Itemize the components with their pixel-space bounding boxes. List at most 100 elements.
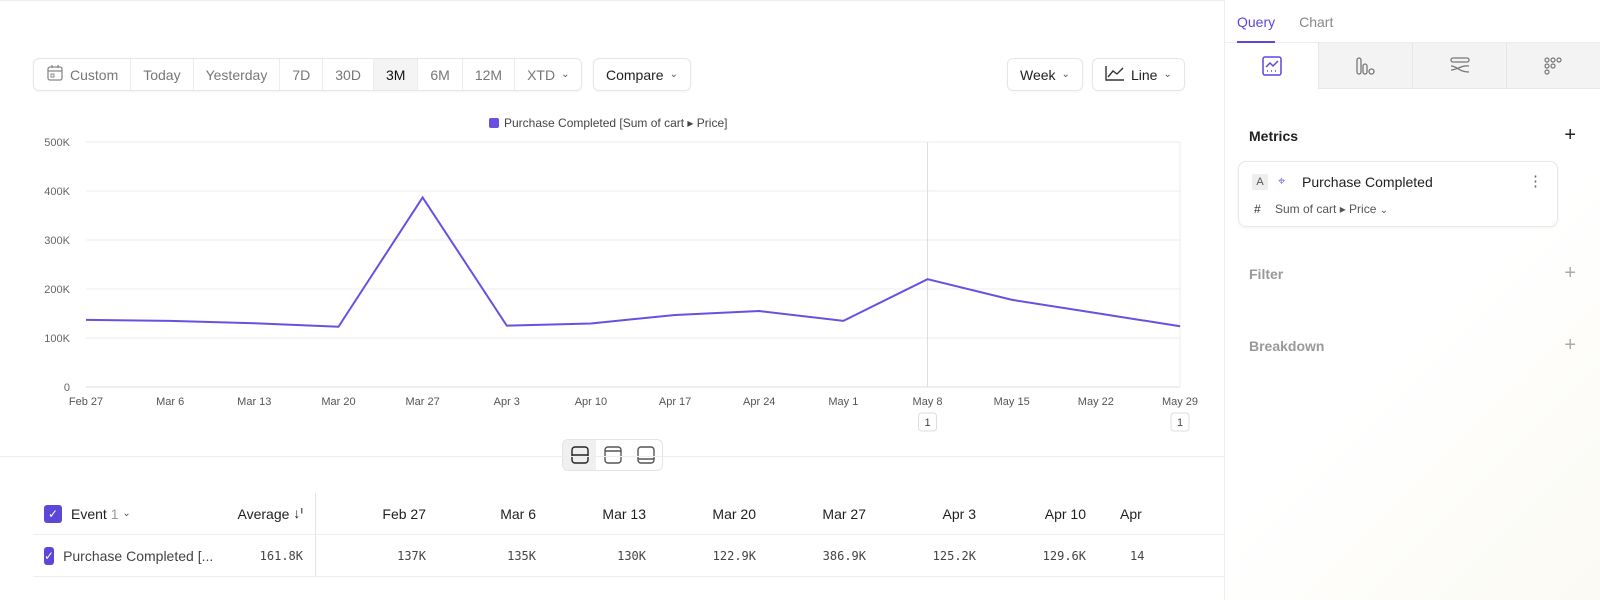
range-30d[interactable]: 30D	[323, 59, 374, 90]
date-header: Apr 10	[1044, 505, 1086, 522]
chevron-down-icon[interactable]: ⌄	[122, 508, 131, 519]
x-tick-label: Mar 20	[321, 396, 355, 408]
range-today[interactable]: Today	[131, 59, 194, 90]
date-header: Mar 27	[822, 505, 866, 522]
range-label: XTD	[527, 66, 556, 83]
date-header: Apr 3	[942, 505, 976, 522]
add-filter-icon[interactable]: +	[1564, 262, 1576, 284]
metric-card[interactable]: A ⌖ Purchase Completed ⋮ # Sum of cart ▸…	[1238, 161, 1558, 227]
add-metric-icon[interactable]: +	[1564, 124, 1576, 146]
chart-type-select[interactable]: Line ⌄	[1092, 58, 1185, 91]
x-tick-label: May 22	[1078, 396, 1114, 408]
range-custom[interactable]: Custom	[34, 59, 132, 90]
measure-select[interactable]: Sum of cart ▸ Price ⌄	[1275, 202, 1388, 216]
x-tick-label: Mar 13	[237, 396, 271, 408]
line-chart: Purchase Completed [Sum of cart ▸ Price]…	[44, 116, 1198, 432]
data-point[interactable]	[841, 319, 845, 323]
y-tick-label: 500K	[44, 137, 70, 149]
x-tick-label: Apr 17	[659, 396, 691, 408]
legend-label: Purchase Completed [Sum of cart ▸ Price]	[504, 116, 727, 130]
hash-icon: #	[1254, 202, 1261, 216]
x-tick-label: Apr 3	[494, 396, 520, 408]
event-name: Purchase Completed [...	[63, 547, 214, 564]
x-tick-label: Mar 27	[405, 396, 439, 408]
range-3m[interactable]: 3M	[373, 59, 419, 90]
range-yesterday[interactable]: Yesterday	[194, 59, 281, 90]
data-point[interactable]	[84, 318, 88, 322]
data-point[interactable]	[1094, 311, 1098, 315]
cell-value: 122.9K	[712, 548, 756, 563]
event-header: Event	[71, 505, 107, 522]
range-xtd[interactable]: XTD ⌄	[515, 59, 581, 90]
retention-icon[interactable]	[1506, 43, 1600, 89]
date-header: Mar 13	[602, 505, 646, 522]
range-6m[interactable]: 6M	[418, 59, 463, 90]
annotation-marker[interactable]	[918, 412, 938, 432]
query-sidebar: Query Chart Metrics + A ⌖ Purchase Comple…	[1224, 0, 1600, 600]
average-value: 161.8K	[183, 535, 316, 576]
series-line	[85, 195, 1181, 328]
data-point[interactable]	[673, 313, 677, 317]
cell-value: 130K	[617, 548, 646, 563]
data-point[interactable]	[336, 325, 340, 329]
event-count: 1	[110, 505, 119, 522]
funnels-icon[interactable]	[1318, 43, 1412, 89]
layout-split-button[interactable]	[563, 440, 596, 470]
interval-label: Week	[1020, 66, 1056, 83]
main-panel: Custom Today Yesterday 7D 30D 3M 6M 12M …	[0, 0, 1224, 577]
sort-icon[interactable]: ↓ᑊ	[293, 505, 303, 521]
line-chart-icon	[1105, 65, 1125, 84]
insights-icon[interactable]	[1225, 43, 1318, 89]
date-header: Mar 6	[500, 505, 536, 522]
average-header[interactable]: Average	[237, 505, 290, 522]
layout-table-only-button[interactable]	[629, 440, 662, 470]
range-7d[interactable]: 7D	[280, 59, 324, 90]
measure-label: Sum of cart ▸ Price	[1275, 202, 1377, 216]
layout-toggle	[562, 439, 663, 471]
data-point[interactable]	[589, 321, 593, 325]
data-point[interactable]	[168, 319, 172, 323]
data-point[interactable]	[252, 321, 256, 325]
compare-button[interactable]: Compare ⌄	[593, 58, 691, 91]
breakdown-section: Breakdown +	[1249, 334, 1576, 357]
range-12m[interactable]: 12M	[463, 59, 516, 90]
date-header: Feb 27	[382, 505, 426, 522]
filter-section: Filter +	[1249, 262, 1576, 285]
data-point[interactable]	[421, 195, 425, 199]
table-header: ✓ Event 1 ⌄ Average ↓ᑊ Feb 27 Mar 6 Mar 1…	[33, 493, 1224, 535]
more-options-icon[interactable]: ⋮	[1528, 173, 1543, 190]
cell-value: 125.2K	[932, 548, 976, 563]
date-range-selector: Custom Today Yesterday 7D 30D 3M 6M 12M …	[33, 58, 583, 91]
x-tick-label: May 1	[828, 396, 858, 408]
row-checkbox[interactable]: ✓	[44, 546, 55, 565]
cell-value: 129.6K	[1042, 548, 1086, 563]
tab-query[interactable]: Query	[1237, 14, 1276, 43]
x-tick-label: Feb 27	[69, 396, 103, 408]
data-point[interactable]	[505, 324, 509, 328]
tab-chart[interactable]: Chart	[1299, 14, 1334, 30]
select-all-checkbox[interactable]: ✓	[44, 504, 62, 523]
metric-name[interactable]: Purchase Completed	[1302, 174, 1433, 190]
cell-value: 135K	[507, 548, 536, 563]
x-tick-label: May 29	[1162, 396, 1198, 408]
metrics-heading: Metrics	[1249, 127, 1299, 144]
data-point[interactable]	[926, 277, 930, 281]
flows-icon[interactable]	[1412, 43, 1506, 89]
range-label: Custom	[70, 66, 119, 83]
interval-select[interactable]: Week ⌄	[1007, 58, 1083, 91]
x-tick-label: May 15	[994, 396, 1030, 408]
legend-swatch	[489, 118, 499, 128]
annotation-marker[interactable]	[1170, 412, 1190, 432]
data-point[interactable]	[1010, 298, 1014, 302]
add-breakdown-icon[interactable]: +	[1564, 334, 1576, 356]
layout-chart-only-button[interactable]	[596, 440, 629, 470]
metric-letter-badge: A	[1252, 174, 1268, 190]
x-tick-label: May 8	[913, 396, 943, 408]
data-table: ✓ Event 1 ⌄ Average ↓ᑊ Feb 27 Mar 6 Mar 1…	[33, 493, 1224, 577]
x-tick-label: Apr 24	[743, 396, 775, 408]
y-tick-label: 400K	[44, 186, 70, 198]
data-point[interactable]	[1178, 324, 1182, 328]
y-tick-label: 300K	[44, 235, 70, 247]
filter-heading: Filter	[1249, 265, 1284, 282]
data-point[interactable]	[757, 309, 761, 313]
